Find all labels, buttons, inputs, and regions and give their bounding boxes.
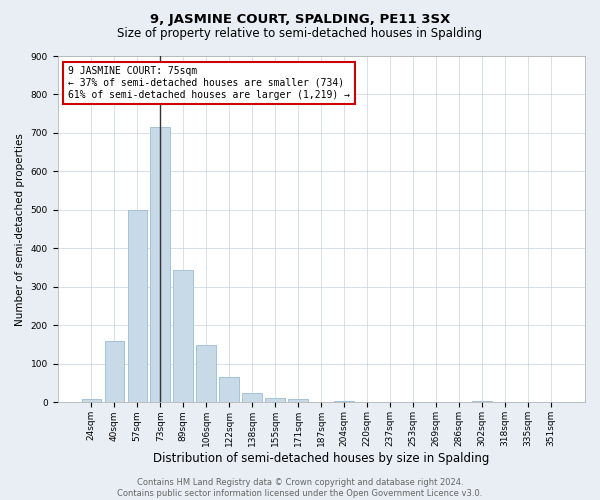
- Bar: [104, 341, 124, 402]
- Bar: [196, 346, 216, 403]
- Bar: [472, 400, 492, 402]
- Bar: [242, 393, 262, 402]
- Bar: [220, 378, 239, 402]
- Bar: [289, 398, 308, 402]
- Bar: [265, 398, 285, 402]
- X-axis label: Distribution of semi-detached houses by size in Spalding: Distribution of semi-detached houses by …: [153, 452, 490, 465]
- Bar: [334, 400, 354, 402]
- Text: Size of property relative to semi-detached houses in Spalding: Size of property relative to semi-detach…: [118, 28, 482, 40]
- Bar: [173, 270, 193, 402]
- Text: Contains HM Land Registry data © Crown copyright and database right 2024.
Contai: Contains HM Land Registry data © Crown c…: [118, 478, 482, 498]
- Bar: [82, 400, 101, 402]
- Text: 9, JASMINE COURT, SPALDING, PE11 3SX: 9, JASMINE COURT, SPALDING, PE11 3SX: [150, 12, 450, 26]
- Bar: [151, 127, 170, 402]
- Text: 9 JASMINE COURT: 75sqm
← 37% of semi-detached houses are smaller (734)
61% of se: 9 JASMINE COURT: 75sqm ← 37% of semi-det…: [68, 66, 350, 100]
- Y-axis label: Number of semi-detached properties: Number of semi-detached properties: [15, 133, 25, 326]
- Bar: [128, 210, 147, 402]
